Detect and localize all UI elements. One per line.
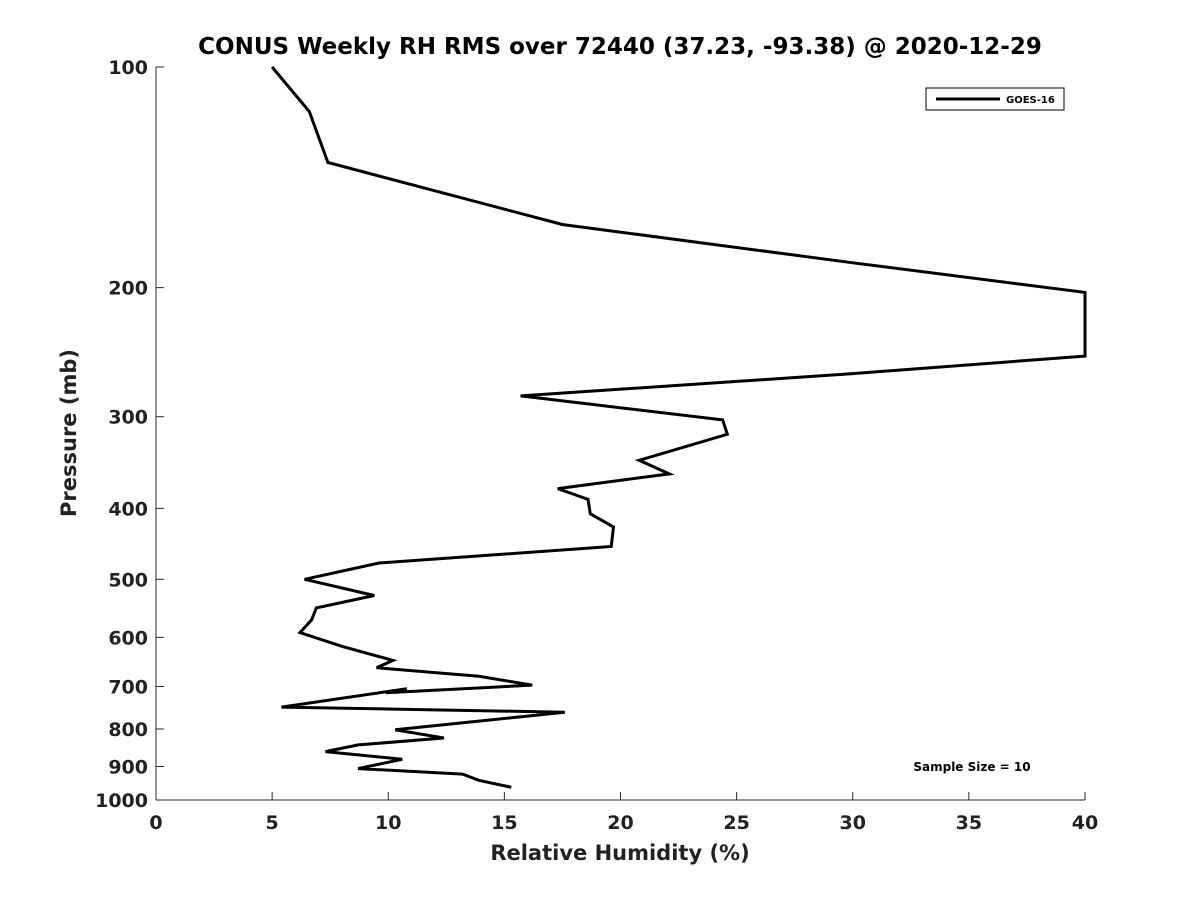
- x-tick-label-35: 35: [956, 812, 982, 834]
- series: [270, 66, 1087, 789]
- x-tick-label-25: 25: [723, 812, 749, 834]
- axes: [155, 67, 1085, 801]
- y-tick-label-500: 500: [108, 569, 148, 591]
- y-tick-label-800: 800: [108, 719, 148, 741]
- x-tick-label-10: 10: [375, 812, 401, 834]
- legend: GOES-16: [925, 87, 1065, 111]
- x-tick-label-20: 20: [607, 812, 633, 834]
- y-tick-label-200: 200: [108, 278, 148, 300]
- y-tick-label-600: 600: [108, 627, 148, 649]
- y-tick-label-700: 700: [108, 676, 148, 698]
- x-axis-label: Relative Humidity (%): [490, 841, 749, 865]
- sample-size-annotation: Sample Size = 10: [913, 760, 1030, 774]
- chart-title: CONUS Weekly RH RMS over 72440 (37.23, -…: [198, 34, 1042, 60]
- ticks: 0 5 10 15 20 25 30 35 40 100 200 300 400 500 600 700 800…: [95, 57, 1098, 834]
- x-tick-label-40: 40: [1072, 812, 1098, 834]
- y-tick-label-1000: 1000: [95, 790, 148, 812]
- y-tick-label-100: 100: [108, 57, 148, 79]
- y-tick-label-400: 400: [108, 498, 148, 520]
- y-axis-label: Pressure (mb): [57, 349, 81, 517]
- x-tick-label-0: 0: [149, 812, 162, 834]
- y-tick-label-900: 900: [108, 756, 148, 778]
- legend-label-goes-16: GOES-16: [1006, 95, 1055, 106]
- x-tick-label-5: 5: [266, 812, 279, 834]
- x-tick-label-15: 15: [491, 812, 517, 834]
- series-line-goes-16: [270, 66, 1087, 789]
- y-tick-label-300: 300: [108, 407, 148, 429]
- x-tick-label-30: 30: [840, 812, 866, 834]
